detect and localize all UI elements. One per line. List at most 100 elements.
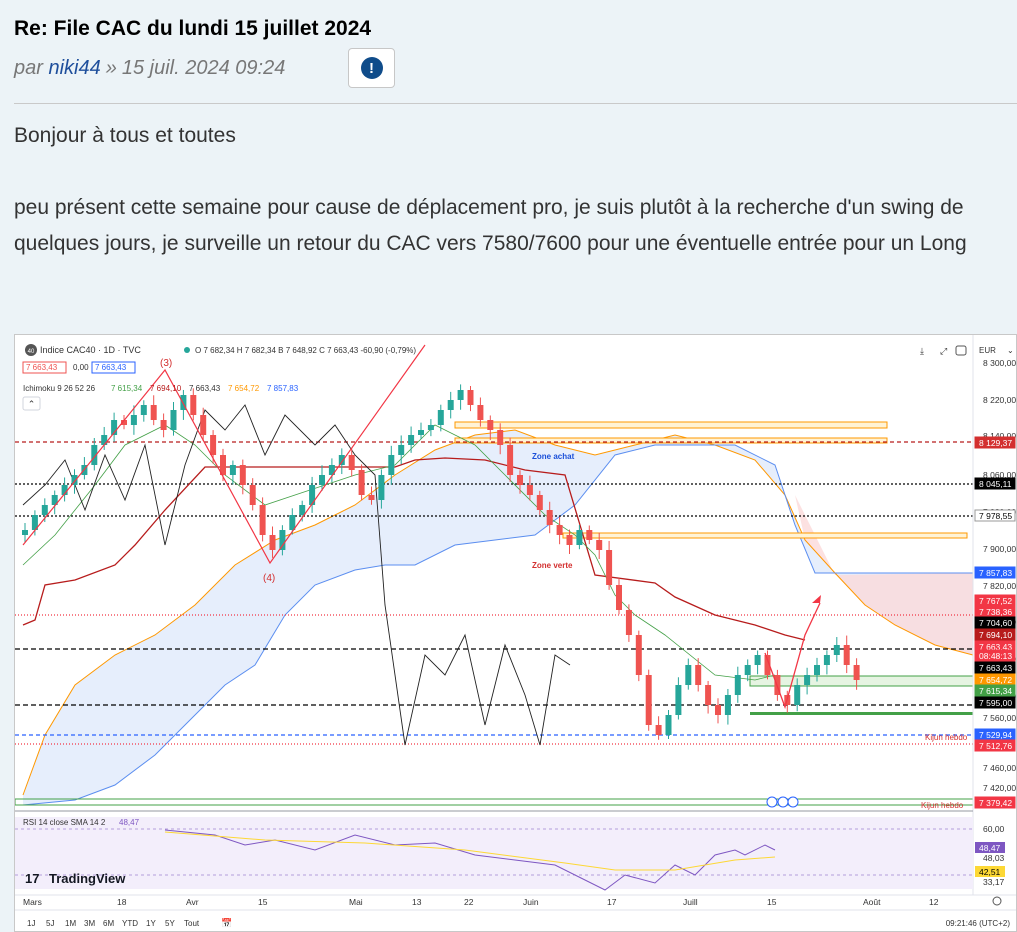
candle [536, 495, 543, 510]
alert-marker-icon[interactable] [787, 796, 799, 808]
chevron-down-icon[interactable]: ⌄ [1007, 346, 1014, 355]
wave-4-label: (4) [263, 573, 275, 584]
timeframe-button[interactable]: YTD [122, 919, 138, 928]
post-meta: par niki44 » 15 juil. 2024 09:24 [14, 57, 285, 80]
candle [91, 445, 98, 465]
timeframe-button[interactable]: 1J [27, 919, 35, 928]
bid-price[interactable]: 7 663,43 [26, 363, 58, 372]
post-date: 15 juil. 2024 09:24 [121, 57, 286, 79]
wave-3-label: (3) [160, 358, 172, 369]
candle [596, 540, 603, 550]
resistance-zone-3 [562, 532, 968, 539]
chevron-up-icon: ⌃ [28, 399, 36, 409]
candle [843, 645, 850, 665]
time-axis-label: Avr [186, 897, 199, 907]
candle [487, 420, 494, 430]
candle [685, 665, 692, 685]
candle [546, 510, 553, 525]
timeframe-button[interactable]: 1Y [146, 919, 156, 928]
candle [635, 635, 642, 675]
price-tag [974, 566, 1016, 579]
timeframe-button[interactable]: 1M [65, 919, 76, 928]
ichimoku-value: 7 694,10 [150, 384, 182, 393]
author-link[interactable]: niki44 [48, 57, 101, 79]
candle [804, 675, 811, 685]
timeframe-button[interactable]: 5Y [165, 919, 175, 928]
candle [576, 530, 583, 545]
green-line [750, 712, 973, 715]
candle [814, 665, 820, 675]
candle [517, 475, 523, 485]
candle [497, 430, 504, 445]
candle [823, 655, 830, 665]
candle [150, 405, 157, 420]
candle [655, 725, 662, 735]
time-axis-label: Mars [23, 897, 42, 907]
post-content: Bonjour à tous et toutes peu présent cet… [14, 118, 1014, 262]
alert-marker-icon[interactable] [766, 796, 778, 808]
weekly-support [15, 798, 973, 806]
arrow-head-icon [812, 595, 821, 603]
candle [101, 435, 108, 445]
candle [279, 530, 286, 550]
timeframe-button[interactable]: 3M [84, 919, 95, 928]
report-button[interactable]: ! [348, 48, 395, 88]
candle [427, 425, 434, 430]
elliott-wave-lines [22, 344, 426, 565]
senkou-span-a [22, 444, 973, 806]
candle [398, 445, 405, 455]
collapse-button[interactable] [22, 396, 41, 411]
settings-icon[interactable] [992, 896, 1002, 906]
rsi-tag-label: 42,51 [979, 867, 1001, 877]
candle [210, 435, 217, 455]
price-tag [974, 436, 1016, 449]
expand-icon[interactable]: ⤢ [939, 346, 947, 356]
rsi-value: 48,47 [119, 818, 140, 827]
price-tag-label: 7 512,76 [979, 741, 1012, 751]
zone-achat-label: Zone achat [532, 452, 575, 461]
candle [299, 505, 306, 515]
candle [833, 645, 840, 655]
alert-marker-icon[interactable] [777, 796, 789, 808]
timeframe-button[interactable]: 6M [103, 919, 114, 928]
candle [378, 475, 385, 500]
candle [61, 485, 68, 495]
rsi-band [15, 817, 973, 889]
candle [249, 485, 256, 505]
rsi-sma-line [164, 831, 776, 871]
time-axis-label: Août [863, 897, 881, 907]
rsi-axis-label: 33,17 [983, 877, 1005, 887]
calendar-icon[interactable]: 📅 [221, 917, 232, 928]
timeframe-button[interactable]: 5J [46, 919, 54, 928]
candle [140, 405, 147, 415]
exclamation-icon: ! [360, 57, 383, 79]
time-axis-label: Juin [523, 897, 539, 907]
candle [675, 685, 682, 715]
tradingview-logo-text: TradingView [49, 871, 126, 886]
price-tag-label: 8 129,37 [979, 438, 1012, 448]
download-icon[interactable]: ⤓ [920, 346, 924, 356]
time-axis-label: 12 [929, 897, 939, 907]
ichimoku-label[interactable]: Ichimoku 9 26 52 26 [23, 384, 96, 393]
candle [319, 475, 325, 485]
candle [239, 465, 246, 485]
price-tag-label: 7 857,83 [979, 568, 1012, 578]
market-status-icon [184, 347, 190, 353]
symbol-title[interactable]: Indice CAC40 · 1D · TVC [40, 345, 141, 355]
price-tag-label: 7 529,94 [979, 730, 1012, 740]
candle [616, 585, 622, 610]
rsi-label[interactable]: RSI 14 close SMA 14 2 [23, 818, 106, 827]
price-axis-label: 8 300,00 [983, 358, 1016, 368]
symbol-badge-icon [25, 344, 37, 356]
timeframe-button[interactable]: Tout [184, 919, 200, 928]
price-tag [974, 649, 1016, 662]
screenshot-icon[interactable] [955, 345, 967, 356]
ask-price[interactable]: 7 663,43 [95, 363, 127, 372]
candle [368, 495, 375, 500]
candle [180, 395, 187, 410]
tradingview-chart: 40 Indice CAC40 · 1D · TVC O 7 682,34 H … [15, 335, 1016, 931]
time-axis-label: 13 [412, 897, 422, 907]
currency-selector[interactable]: EUR [979, 346, 996, 355]
candle [754, 655, 761, 665]
candle [695, 665, 702, 685]
